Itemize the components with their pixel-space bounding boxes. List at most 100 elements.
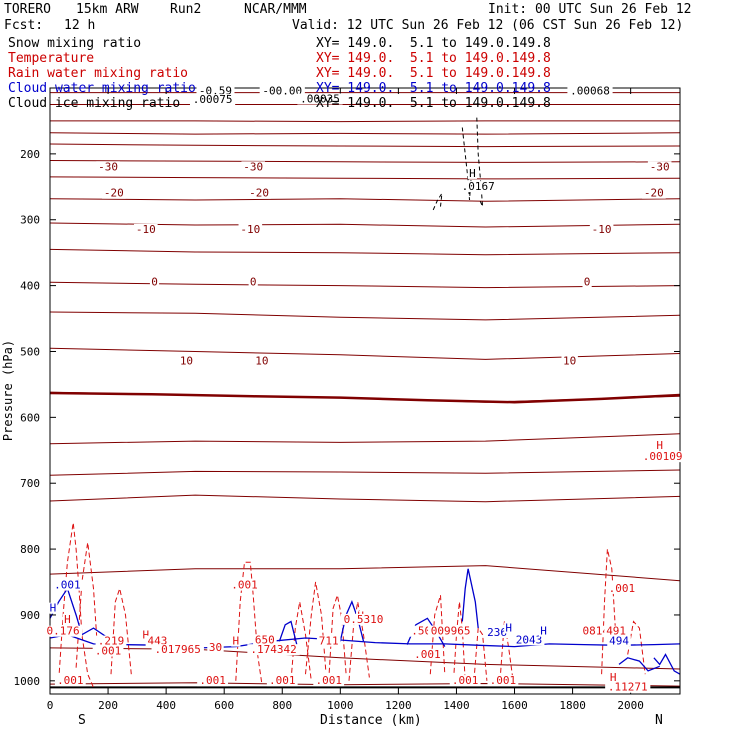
rain-label-10: .174342: [250, 643, 296, 656]
cloud-water-label-5: H: [505, 621, 512, 634]
ice-maximum-marker: H: [469, 167, 476, 180]
cloud-water-contour-6: [653, 653, 681, 675]
rain-contour-6: [328, 595, 347, 681]
axes-layer: 0 200 400 600 800 1000 1200 1400 1600 1800 2000200…: [14, 88, 680, 712]
top-value-label-4: .00068: [570, 85, 610, 98]
rain-contour-10: [473, 626, 488, 681]
valid-time: Valid: 12 UTC Sun 26 Feb 12 (06 CST Sun …: [292, 18, 684, 33]
rain-label-1-bg: [44, 625, 83, 637]
top-value-label-4-bg: [567, 85, 613, 97]
top-value-label-1-bg: [189, 94, 236, 106]
isotherm-label--10-2-bg: [589, 223, 614, 235]
cloud-water-label-1-bg: [48, 602, 58, 614]
rain-label-21: H: [610, 671, 617, 684]
rain-label-4: H: [142, 629, 149, 642]
rain-label-19-bg: [604, 625, 628, 637]
org-label: NCAR/MMM: [244, 2, 307, 17]
rain-label-3: .001: [95, 644, 122, 657]
rain-label-16-bg: [428, 625, 474, 637]
isotherm-label--10-1: -10: [240, 223, 260, 236]
cloud-water-contour-0: [49, 634, 681, 649]
isotherm-line-18: [49, 647, 681, 670]
ice-maximum-value: .0167: [462, 180, 495, 193]
rain-label-25: .001: [269, 674, 296, 687]
top-value-label-1: .00075: [193, 93, 233, 106]
cloud-water-contour-7: [618, 657, 660, 672]
ice-maximum-marker-bg: [467, 167, 478, 179]
x-tick-label-2000: 2000: [617, 699, 644, 712]
rain-label-0-bg: [62, 613, 73, 625]
ice-maximum-value-bg: [459, 181, 498, 193]
rain-label-2: .219: [98, 635, 125, 648]
isotherm-label-10-2-bg: [561, 355, 578, 367]
isotherm-line-12: [49, 347, 681, 360]
ice-contour-1: [476, 117, 484, 207]
x-tick-label-1200: 1200: [385, 699, 412, 712]
rain-label-12-bg: [316, 635, 341, 647]
isotherm-line-10: [49, 281, 681, 289]
x-tick-label-1400: 1400: [443, 699, 470, 712]
ice-contour-0: [461, 127, 472, 201]
model-resolution: 15km ARW: [76, 2, 139, 17]
isotherm-label--20-0-bg: [102, 187, 126, 199]
cloud-water-label-3: 2043: [516, 633, 543, 646]
isotherm-line-14: [49, 433, 681, 445]
y-axis-title: Pressure (hPa): [1, 339, 16, 442]
x-tick-label-1000: 1000: [327, 699, 354, 712]
rain-label-16: 009965: [431, 625, 471, 638]
rain-label-6: .017965: [155, 643, 201, 656]
top-value-label-0-bg: [196, 85, 235, 97]
rain-label-11: .001: [231, 579, 258, 592]
rain-label-19: 491: [606, 625, 626, 638]
rain-label-3-bg: [92, 645, 124, 657]
y-tick-label-800: 800: [20, 543, 40, 556]
label-layer: -30 -30 -30-20 -20 -20-10 -10 -100 0 010 10 10-0.5…: [44, 85, 686, 694]
south-end-label: S: [78, 713, 86, 728]
isotherm-label--10-2: -10: [592, 223, 612, 236]
isotherm-line-19: [49, 682, 681, 687]
y-tick-label-900: 900: [20, 609, 40, 622]
rain-label-22: .11271: [608, 681, 648, 694]
y-tick-label-300: 300: [20, 214, 40, 227]
isotherm-line-15: [49, 469, 681, 476]
forecast-label: Fcst:: [4, 18, 44, 33]
rain-label-20: .001: [609, 582, 636, 595]
x-axis-title: Distance (km): [320, 713, 422, 728]
isotherm-line-6: [49, 176, 681, 180]
legend-rain: Rain water mixing ratio: [8, 66, 189, 81]
isotherm-label--30-1: -30: [243, 160, 263, 173]
isotherm-line-3: [49, 132, 681, 135]
isotherm-line-2: [50, 120, 680, 123]
cloud-water-label-4-bg: [607, 635, 631, 647]
contour-layer: [49, 92, 681, 689]
isotherm-label--10-1-bg: [238, 223, 263, 235]
model-name: TORERO: [4, 2, 51, 17]
rain-label-26-bg: [313, 675, 345, 687]
isotherm-line-5: [49, 160, 681, 163]
isotherm-label--20-0: -20: [104, 187, 124, 200]
isotherm-label--30-0-bg: [96, 161, 120, 173]
isotherm-label--20-1-bg: [247, 187, 271, 199]
isotherm-label--10-0: -10: [136, 223, 156, 236]
y-tick-label-500: 500: [20, 345, 40, 358]
x-tick-label-400: 400: [156, 699, 176, 712]
x-tick-label-0: 0: [47, 699, 54, 712]
cloud-water-label-6: H: [540, 625, 547, 638]
rain-label-8: H: [232, 635, 239, 648]
north-end-label: N: [655, 713, 663, 728]
top-value-label-2-bg: [259, 85, 305, 97]
isotherm-line-4: [49, 143, 681, 148]
rain-label-23-bg: [54, 675, 86, 687]
legend-temperature-xy: XY= 149.0. 5.1 to 149.0.149.8: [316, 51, 551, 66]
isotherm-label--30-2-bg: [647, 161, 672, 173]
rain-label-8-bg: [231, 635, 241, 647]
rain-label-15-bg: [409, 625, 440, 637]
cloud-water-contour-5: [461, 568, 479, 629]
forecast-hour: 12 h: [64, 18, 96, 33]
rain-label-0: H: [64, 613, 71, 626]
rain-contour-12: [601, 548, 617, 675]
legend-rain-xy: XY= 149.0. 5.1 to 149.0.149.8: [316, 66, 551, 81]
rain-label-27: .001: [452, 674, 479, 687]
x-tick-label-800: 800: [272, 699, 292, 712]
rain-label-18-bg: [580, 625, 612, 637]
